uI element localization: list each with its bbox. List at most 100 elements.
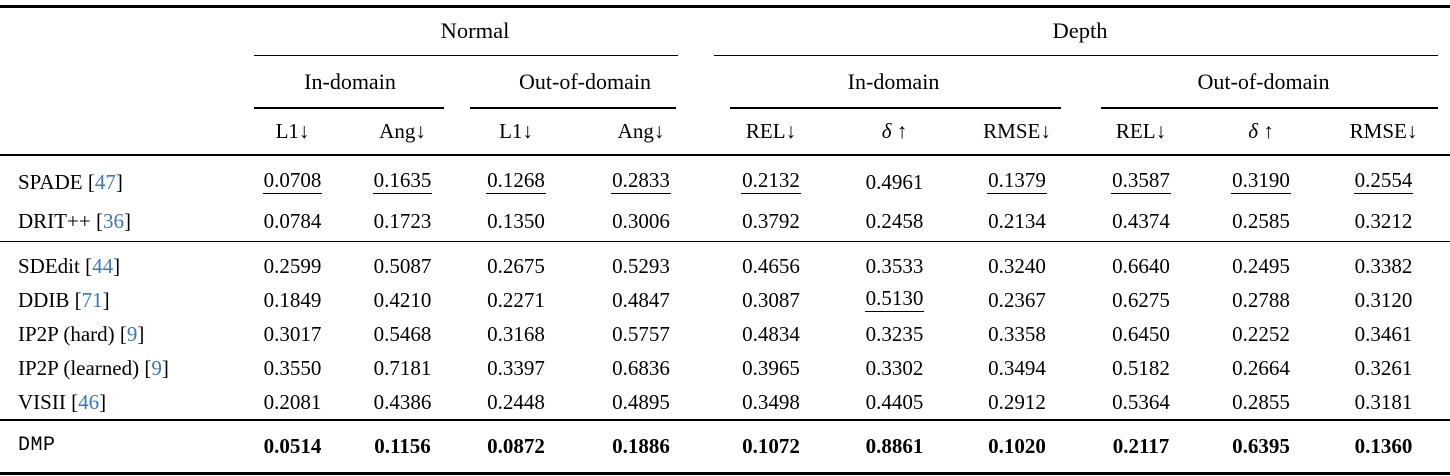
metric-value: 0.1020 xyxy=(988,433,1046,458)
metric-value: 0.3792 xyxy=(742,208,800,233)
metric-value: 0.2458 xyxy=(865,208,924,233)
metric-value: 0.3550 xyxy=(263,355,322,380)
metric-value: 0.5293 xyxy=(612,253,670,278)
metric-value: 0.0514 xyxy=(263,433,322,458)
subgroup-underline-rules xyxy=(0,107,1450,109)
metric-value: 0.6640 xyxy=(1112,253,1170,278)
metric-value: 0.3382 xyxy=(1354,253,1413,278)
table-row: SDEdit [44] 0.2599 0.5087 0.2675 0.5293 0.465… xyxy=(0,242,1450,283)
citation-link[interactable]: 71 xyxy=(81,287,103,312)
bottom-rule xyxy=(0,471,1450,475)
metric-value: 0.5468 xyxy=(373,321,432,346)
metric-value: 0.6450 xyxy=(1112,321,1170,346)
metric-value: 0.4847 xyxy=(612,287,670,312)
metric-value: 0.3212 xyxy=(1354,208,1413,233)
citation-link[interactable]: 36 xyxy=(102,208,124,233)
metric-value: 0.3168 xyxy=(487,321,545,346)
metric-header: δ ↑ xyxy=(1248,118,1274,143)
method-label: DMP xyxy=(18,434,56,458)
metric-value: 0.5087 xyxy=(373,253,432,278)
metric-value: 0.3494 xyxy=(988,355,1046,380)
table-row: DMP 0.0514 0.1156 0.0872 0.1886 0.1072 0.8861 0… xyxy=(0,421,1450,472)
group-header-row: Normal Depth xyxy=(0,8,1450,55)
metric-value: 0.3261 xyxy=(1354,355,1413,380)
corner-cell xyxy=(0,8,240,55)
table-row: DDIB [71] 0.1849 0.4210 0.2271 0.4847 0.3087 0… xyxy=(0,283,1450,317)
metric-value: 0.4895 xyxy=(612,389,670,414)
metric-value: 0.3006 xyxy=(612,208,670,233)
subheader-depth-in-domain: In-domain xyxy=(847,68,940,94)
section-rule xyxy=(0,240,1450,243)
metric-value: 0.2833 xyxy=(611,168,671,195)
metric-value: 0.2117 xyxy=(1112,433,1170,458)
citation-link[interactable]: 46 xyxy=(78,389,100,414)
citation-link[interactable]: 44 xyxy=(92,253,114,278)
metric-value: 0.2855 xyxy=(1232,389,1290,414)
metric-value: 0.2448 xyxy=(487,389,545,414)
metric-value: 0.2912 xyxy=(988,389,1046,414)
subgroup-header-row: In-domain Out-of-domain In-domain Out-of… xyxy=(0,56,1450,107)
metric-value: 0.4210 xyxy=(373,287,432,312)
metric-header: REL↓ xyxy=(1115,118,1167,143)
metric-value: 0.4386 xyxy=(373,389,432,414)
method-label: DDIB [71] xyxy=(18,287,110,312)
metric-value: 0.8861 xyxy=(865,433,924,458)
metric-value: 0.2495 xyxy=(1232,253,1290,278)
metric-value: 0.4961 xyxy=(865,169,924,194)
metric-value: 0.1379 xyxy=(987,168,1047,195)
metric-header-row: L1↓ Ang↓ L1↓ Ang↓ REL↓ δ ↑ RMSE↓ REL↓ δ … xyxy=(0,109,1450,154)
metric-header: Ang↓ xyxy=(379,118,426,143)
metric-value: 0.2134 xyxy=(988,208,1046,233)
metric-value: 0.6395 xyxy=(1232,433,1290,458)
metric-value: 0.2081 xyxy=(263,389,322,414)
metric-value: 0.7181 xyxy=(373,355,432,380)
metric-value: 0.1268 xyxy=(486,168,546,195)
metric-value: 0.3240 xyxy=(988,253,1046,278)
metric-value: 0.3358 xyxy=(988,321,1046,346)
metric-value: 0.2252 xyxy=(1232,321,1290,346)
metric-value: 0.1723 xyxy=(373,208,432,233)
metric-value: 0.3397 xyxy=(487,355,545,380)
metric-value: 0.3533 xyxy=(865,253,924,278)
metric-value: 0.4405 xyxy=(865,389,924,414)
metric-value: 0.3498 xyxy=(742,389,800,414)
metric-value: 0.2664 xyxy=(1232,355,1290,380)
method-label: VISII [46] xyxy=(18,389,107,414)
metric-value: 0.1072 xyxy=(742,433,800,458)
metric-value: 0.3181 xyxy=(1354,389,1413,414)
metric-value: 0.2675 xyxy=(487,253,545,278)
metric-value: 0.1849 xyxy=(263,287,322,312)
metric-value: 0.6275 xyxy=(1112,287,1170,312)
method-label: SPADE [47] xyxy=(18,169,123,194)
metric-value: 0.3302 xyxy=(865,355,924,380)
metric-value: 0.3120 xyxy=(1354,287,1413,312)
method-label: SDEdit [44] xyxy=(18,253,121,278)
section-rule xyxy=(0,419,1450,421)
metric-header: Ang↓ xyxy=(617,118,665,143)
method-label: IP2P (learned) [9] xyxy=(18,355,169,380)
metric-value: 0.5182 xyxy=(1112,355,1170,380)
metric-value: 0.2554 xyxy=(1353,168,1414,195)
metric-value: 0.3235 xyxy=(865,321,924,346)
metric-value: 0.0708 xyxy=(262,168,323,195)
metric-value: 0.4834 xyxy=(742,321,800,346)
results-table: Normal Depth In-domain Out-of-domain In-… xyxy=(0,5,1450,475)
table-row: IP2P (hard) [9] 0.3017 0.5468 0.3168 0.5757 0… xyxy=(0,317,1450,351)
table-row: IP2P (learned) [9] 0.3550 0.7181 0.3397 0.68… xyxy=(0,351,1450,385)
metric-value: 0.2271 xyxy=(487,287,545,312)
metric-value: 0.2599 xyxy=(263,253,322,278)
metric-value: 0.2132 xyxy=(741,168,801,195)
citation-link[interactable]: 9 xyxy=(126,321,138,346)
metric-header: RMSE↓ xyxy=(1349,118,1418,143)
citation-link[interactable]: 9 xyxy=(151,355,162,380)
subheader-depth-out-of-domain: Out-of-domain xyxy=(1197,68,1330,94)
table-row: VISII [46] 0.2081 0.4386 0.2448 0.4895 0.3498… xyxy=(0,385,1450,419)
citation-link[interactable]: 47 xyxy=(94,169,116,194)
group-header-normal: Normal xyxy=(440,18,510,44)
metric-value: 0.3461 xyxy=(1354,321,1413,346)
top-rule xyxy=(0,5,1450,8)
metric-value: 0.3587 xyxy=(1111,168,1171,195)
metric-value: 0.2788 xyxy=(1232,287,1290,312)
metric-value: 0.2367 xyxy=(988,287,1046,312)
method-label: IP2P (hard) [9] xyxy=(18,321,145,346)
